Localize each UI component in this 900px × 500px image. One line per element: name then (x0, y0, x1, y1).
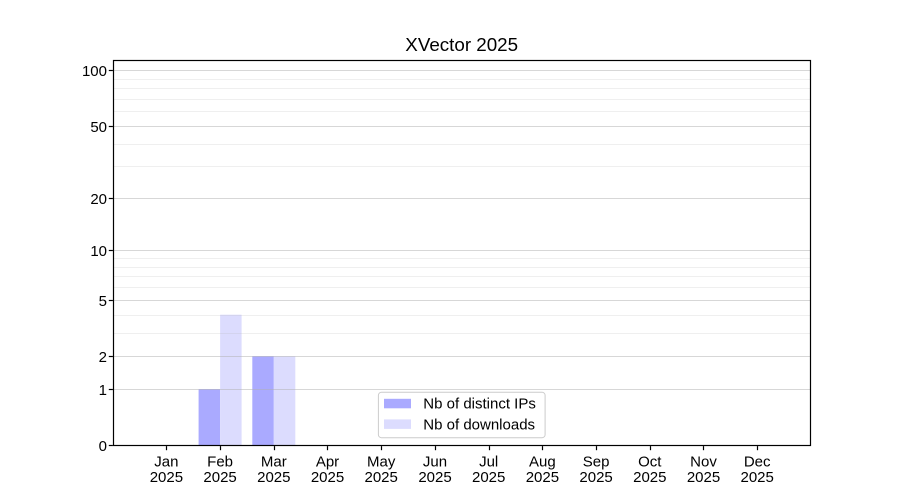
svg-text:Oct: Oct (638, 454, 662, 471)
svg-text:2025: 2025 (203, 469, 236, 486)
svg-text:Mar: Mar (261, 454, 287, 471)
svg-text:20: 20 (90, 191, 107, 208)
svg-text:Jul: Jul (479, 454, 498, 471)
svg-text:2025: 2025 (150, 469, 183, 486)
svg-text:2025: 2025 (472, 469, 505, 486)
svg-text:Jun: Jun (423, 454, 447, 471)
svg-text:Dec: Dec (744, 454, 771, 471)
svg-text:2025: 2025 (741, 469, 774, 486)
svg-text:XVector 2025: XVector 2025 (405, 34, 518, 55)
svg-text:Nb of downloads: Nb of downloads (423, 416, 535, 433)
svg-text:2025: 2025 (311, 469, 344, 486)
svg-text:50: 50 (90, 119, 107, 136)
svg-text:5: 5 (99, 293, 107, 310)
svg-text:2025: 2025 (687, 469, 720, 486)
svg-text:Aug: Aug (529, 454, 556, 471)
svg-text:May: May (367, 454, 396, 471)
svg-text:2025: 2025 (579, 469, 612, 486)
svg-text:Nov: Nov (690, 454, 717, 471)
svg-text:2025: 2025 (633, 469, 666, 486)
svg-text:1: 1 (99, 382, 107, 399)
svg-text:2025: 2025 (418, 469, 451, 486)
svg-text:Jan: Jan (154, 454, 178, 471)
svg-text:Sep: Sep (583, 454, 610, 471)
svg-text:Nb of distinct IPs: Nb of distinct IPs (423, 395, 536, 412)
svg-text:Feb: Feb (207, 454, 233, 471)
svg-text:2025: 2025 (257, 469, 290, 486)
svg-text:10: 10 (90, 243, 107, 260)
svg-text:0: 0 (99, 438, 107, 455)
svg-text:2: 2 (99, 349, 107, 366)
svg-text:2025: 2025 (365, 469, 398, 486)
svg-text:100: 100 (82, 63, 107, 80)
svg-text:2025: 2025 (526, 469, 559, 486)
svg-text:Apr: Apr (316, 454, 339, 471)
